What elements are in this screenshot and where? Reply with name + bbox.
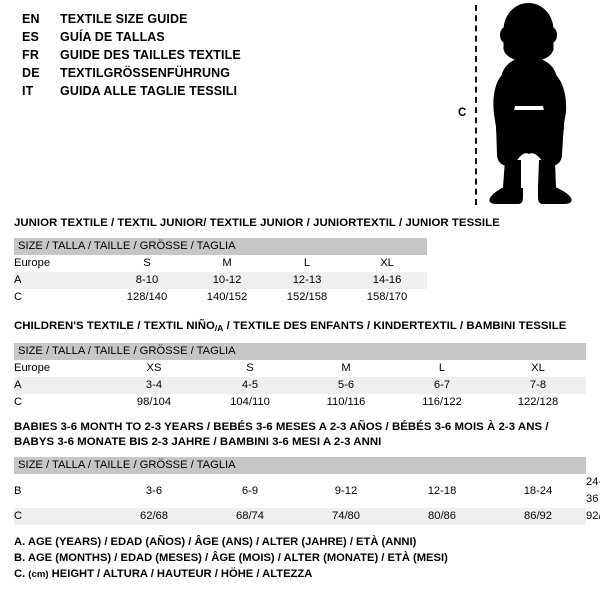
table-header-row: SIZE / TALLA / TAILLE / GRÖSSE / TAGLIA — [14, 238, 428, 255]
table-row: Europe S M L XL — [14, 255, 428, 272]
cell-value: 110/116 — [298, 394, 394, 411]
cell-value: 158/170 — [347, 289, 428, 306]
row-label: C — [14, 289, 107, 306]
cell-value: 62/68 — [106, 508, 202, 525]
table-row: A 3-4 4-5 5-6 6-7 7-8 — [14, 377, 586, 394]
section-title-children-pre: CHILDREN'S TEXTILE / TEXTIL NIÑO — [14, 320, 215, 332]
height-measure-label: C — [458, 107, 467, 119]
section-junior-textile: JUNIOR TEXTILE / TEXTIL JUNIOR/ TEXTILE … — [14, 216, 500, 306]
language-code-es: ES — [22, 30, 40, 44]
language-code-en: EN — [22, 12, 40, 26]
section-title-children: CHILDREN'S TEXTILE / TEXTIL NIÑO/A / TEX… — [14, 319, 586, 336]
table-row: A 8-10 10-12 12-13 14-16 — [14, 272, 428, 289]
language-row-es: ES GUÍA DE TALLAS — [0, 30, 430, 48]
cell-value: 152/158 — [267, 289, 347, 306]
section-title-children-post: / TEXTILE DES ENFANTS / KINDERTEXTIL / B… — [223, 320, 567, 332]
language-title-es: GUÍA DE TALLAS — [60, 30, 165, 44]
cell-value: 116/122 — [394, 394, 490, 411]
language-header-block: EN TEXTILE SIZE GUIDE ES GUÍA DE TALLAS … — [0, 12, 430, 102]
cell-value: 7-8 — [490, 377, 586, 394]
legend-row-b: B. AGE (MONTHS) / EDAD (MESES) / ÂGE (MO… — [14, 552, 448, 564]
language-row-en: EN TEXTILE SIZE GUIDE — [0, 12, 430, 30]
table-row: C 128/140 140/152 152/158 158/170 — [14, 289, 428, 306]
row-label: A — [14, 272, 107, 289]
cell-value: 8-10 — [107, 272, 187, 289]
cell-value: M — [298, 360, 394, 377]
cell-value: S — [202, 360, 298, 377]
cell-value: XL — [347, 255, 428, 272]
cell-value: 12-18 — [394, 474, 490, 508]
legend-row-a: A. AGE (YEARS) / EDAD (AÑOS) / ÂGE (ANS)… — [14, 536, 417, 548]
language-title-de: TEXTILGRÖSSENFÜHRUNG — [60, 66, 231, 80]
cell-value: 18-24 — [490, 474, 586, 508]
legend-row-c: C. (cm) HEIGHT / ALTURA / HAUTEUR / HÖHE… — [14, 566, 448, 583]
legend-c-text: HEIGHT / ALTURA / HAUTEUR / HÖHE / ALTEZ… — [48, 568, 313, 580]
cell-value: 98/104 — [106, 394, 202, 411]
height-dashed-line-icon — [475, 5, 477, 205]
row-label: C — [14, 508, 106, 525]
size-header-label: SIZE / TALLA / TAILLE / GRÖSSE / TAGLIA — [14, 343, 586, 360]
language-row-it: IT GUIDA ALLE TAGLIE TESSILI — [0, 84, 430, 102]
cell-value: XL — [490, 360, 586, 377]
table-babies-textile: SIZE / TALLA / TAILLE / GRÖSSE / TAGLIA … — [14, 457, 600, 525]
row-label: A — [14, 377, 106, 394]
language-row-de: DE TEXTILGRÖSSENFÜHRUNG — [0, 66, 430, 84]
section-title-babies-line2: BABYS 3-6 MONATE BIS 2-3 JAHRE / BAMBINI… — [14, 436, 382, 448]
legend-c-unit: (cm) — [28, 569, 49, 580]
cell-value: 10-12 — [187, 272, 267, 289]
section-babies-textile: BABIES 3-6 MONTH TO 2-3 YEARS / BEBÉS 3-… — [14, 420, 600, 525]
row-label: C — [14, 394, 106, 411]
language-row-fr: FR GUIDE DES TAILLES TEXTILE — [0, 48, 430, 66]
cell-value: 104/110 — [202, 394, 298, 411]
row-label: Europe — [14, 255, 107, 272]
section-title-babies-line1: BABIES 3-6 MONTH TO 2-3 YEARS / BEBÉS 3-… — [14, 421, 549, 433]
size-header-label: SIZE / TALLA / TAILLE / GRÖSSE / TAGLIA — [14, 457, 586, 474]
legend-c-prefix: C. — [14, 568, 29, 580]
height-measurement-figure: C — [440, 0, 600, 210]
language-title-en: TEXTILE SIZE GUIDE — [60, 12, 188, 26]
row-label: Europe — [14, 360, 106, 377]
cell-value: L — [267, 255, 347, 272]
cell-value: L — [394, 360, 490, 377]
language-title-it: GUIDA ALLE TAGLIE TESSILI — [60, 84, 238, 98]
table-row: B 3-6 6-9 9-12 12-18 18-24 24-36 — [14, 474, 600, 508]
cell-value: 4-5 — [202, 377, 298, 394]
cell-value: 140/152 — [187, 289, 267, 306]
table-junior-textile: SIZE / TALLA / TAILLE / GRÖSSE / TAGLIA … — [14, 238, 428, 306]
cell-value: 9-12 — [298, 474, 394, 508]
cell-value: 86/92 — [490, 508, 586, 525]
language-code-de: DE — [22, 66, 40, 80]
cell-value: XS — [106, 360, 202, 377]
cell-value: 128/140 — [107, 289, 187, 306]
table-children-textile: SIZE / TALLA / TAILLE / GRÖSSE / TAGLIA … — [14, 343, 586, 411]
cell-value: S — [107, 255, 187, 272]
cell-value: 6-9 — [202, 474, 298, 508]
language-code-it: IT — [22, 84, 34, 98]
table-row: C 98/104 104/110 110/116 116/122 122/128 — [14, 394, 586, 411]
table-header-row: SIZE / TALLA / TAILLE / GRÖSSE / TAGLIA — [14, 343, 586, 360]
cell-value: 122/128 — [490, 394, 586, 411]
section-title-junior: JUNIOR TEXTILE / TEXTIL JUNIOR/ TEXTILE … — [14, 217, 500, 229]
legend-block: A. AGE (YEARS) / EDAD (AÑOS) / ÂGE (ANS)… — [14, 534, 448, 583]
section-children-textile: CHILDREN'S TEXTILE / TEXTIL NIÑO/A / TEX… — [14, 319, 586, 411]
cell-value: 6-7 — [394, 377, 490, 394]
toddler-silhouette-icon — [489, 3, 572, 204]
cell-value: 3-4 — [106, 377, 202, 394]
cell-value: 74/80 — [298, 508, 394, 525]
cell-value: 80/86 — [394, 508, 490, 525]
language-title-fr: GUIDE DES TAILLES TEXTILE — [60, 48, 241, 62]
cell-value: 14-16 — [347, 272, 428, 289]
cell-value: 68/74 — [202, 508, 298, 525]
section-title-children-sub: /A — [214, 323, 224, 333]
row-label: B — [14, 474, 106, 508]
table-row: C 62/68 68/74 74/80 80/86 86/92 92/98 — [14, 508, 600, 525]
table-header-row: SIZE / TALLA / TAILLE / GRÖSSE / TAGLIA — [14, 457, 586, 474]
cell-value: 12-13 — [267, 272, 347, 289]
cell-value: 5-6 — [298, 377, 394, 394]
cell-value: 3-6 — [106, 474, 202, 508]
table-row: Europe XS S M L XL — [14, 360, 586, 377]
size-header-label: SIZE / TALLA / TAILLE / GRÖSSE / TAGLIA — [14, 238, 428, 255]
language-code-fr: FR — [22, 48, 40, 62]
cell-value: M — [187, 255, 267, 272]
